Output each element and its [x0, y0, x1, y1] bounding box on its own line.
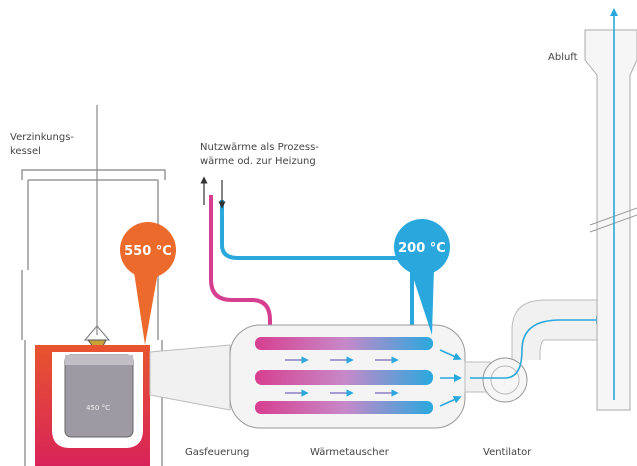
label: Ventilator — [483, 447, 532, 458]
label: Abluft — [548, 52, 578, 63]
supply-pipe — [209, 195, 272, 340]
badge-furnace: 550 °C — [120, 222, 176, 345]
label: Verzinkungs- — [10, 132, 74, 143]
badge-exchanger: 200 °C — [394, 219, 450, 335]
label: 450 °C — [86, 404, 110, 412]
return-pipe — [220, 200, 414, 340]
fan-and-duct — [464, 8, 637, 411]
label: Nutzwärme als Prozess- — [200, 142, 319, 153]
label: Gasfeuerung — [185, 447, 249, 458]
label: wärme od. zur Heizung — [200, 156, 316, 167]
label: Wärmetauscher — [310, 447, 390, 458]
badge-text: 200 °C — [398, 241, 446, 256]
label: kessel — [10, 146, 41, 157]
flue-duct — [149, 344, 231, 411]
furnace — [35, 345, 150, 466]
badge-text: 550 °C — [124, 244, 172, 259]
heat-exchanger — [229, 324, 466, 429]
